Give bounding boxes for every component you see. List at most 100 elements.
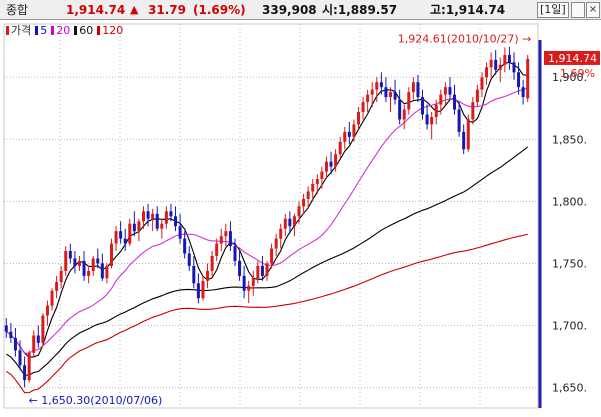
candle-body <box>457 109 461 132</box>
candle-body <box>174 216 178 227</box>
candle-body <box>251 278 255 286</box>
y-tick-label: 1,750. <box>552 257 587 270</box>
candle-body <box>68 251 72 259</box>
candle-body <box>105 265 109 279</box>
candle-body <box>279 228 283 239</box>
legend-swatch <box>97 26 101 35</box>
last-price-box <box>544 50 600 65</box>
candle-body <box>187 253 191 266</box>
legend-swatch <box>35 26 39 35</box>
chart-legend: 가격 5 20 60 120 <box>6 24 127 37</box>
last-pct-label: 1.69% <box>560 67 595 80</box>
candle-body <box>443 87 447 95</box>
legend-label: 가격 <box>11 24 32 37</box>
candle-body <box>334 154 338 167</box>
candle-body <box>407 92 411 110</box>
candle-body <box>146 211 150 219</box>
candle-body <box>475 89 479 103</box>
legend-swatch <box>6 26 9 35</box>
candle-body <box>155 213 159 229</box>
candle-body <box>416 82 420 98</box>
candle-body <box>55 282 59 291</box>
candle-body <box>109 243 113 266</box>
candle-body <box>178 226 182 239</box>
y-tick-label: 1,850. <box>552 133 587 146</box>
candle-body <box>13 337 17 351</box>
candle-body <box>347 131 351 137</box>
candle-body <box>59 270 63 283</box>
candle-body <box>329 161 333 167</box>
legend-item: 20 <box>51 24 70 37</box>
max-price-annotation: 1,924.61(2010/10/27) → <box>398 33 532 46</box>
candle-body <box>453 94 457 110</box>
candle-body <box>164 211 168 224</box>
legend-label: 20 <box>56 24 71 37</box>
candle-body <box>215 243 219 256</box>
candle-body <box>494 59 498 70</box>
candle-body <box>517 72 521 88</box>
candle-body <box>100 263 104 279</box>
candle-body <box>87 270 91 276</box>
period-select-button[interactable]: [1일] <box>537 2 569 18</box>
candle-body <box>398 99 402 120</box>
candle-body <box>498 64 502 70</box>
candle-body <box>462 131 466 150</box>
candle-body <box>448 87 452 95</box>
candle-body <box>315 179 319 184</box>
candle-body <box>430 116 434 125</box>
candle-body <box>512 62 516 73</box>
candle-body <box>247 285 251 291</box>
candle-body <box>384 87 388 98</box>
legend-label: 5 <box>40 24 48 37</box>
candle-body <box>311 184 315 192</box>
candle-body <box>521 87 525 98</box>
close-icon[interactable]: × <box>586 2 600 18</box>
candle-body <box>352 124 356 137</box>
legend-label: 120 <box>102 24 124 37</box>
candle-body <box>379 82 383 88</box>
candle-body <box>526 58 530 99</box>
candle-body <box>283 218 287 229</box>
menu-icon[interactable] <box>571 2 585 18</box>
high-price: 고:1,914.74 <box>430 3 506 17</box>
candle-body <box>489 59 493 68</box>
candle-body <box>343 131 347 142</box>
legend-item: 120 <box>97 24 123 37</box>
candle-body <box>270 248 274 264</box>
candle-body <box>421 97 425 115</box>
candle-body <box>119 231 123 239</box>
candle-body <box>242 275 246 291</box>
candle-body <box>18 350 22 366</box>
candle-body <box>302 198 306 207</box>
candle-body <box>183 238 187 254</box>
candle-body <box>206 270 210 281</box>
candle-body <box>201 280 205 299</box>
candle-body <box>50 290 54 306</box>
open-price: 시:1,889.57 <box>322 3 398 17</box>
candle-body <box>64 251 68 271</box>
candle-body <box>238 260 242 276</box>
candle-body <box>210 256 214 271</box>
candle-body <box>224 231 228 237</box>
ma-60-line <box>5 146 529 376</box>
candle-body <box>233 246 237 261</box>
current-price: 1,914.74 <box>66 3 126 17</box>
candle-body <box>196 283 200 299</box>
candle-body <box>361 102 365 112</box>
legend-label: 60 <box>79 24 94 37</box>
candle-body <box>439 94 443 105</box>
candle-body <box>306 191 310 199</box>
candlestick-chart: 1,650. 1,700. 1,750. 1,800. 1,850. 1,900. 1,92… <box>3 23 600 409</box>
legend-swatch <box>74 26 78 35</box>
index-name: 종합 <box>6 3 29 17</box>
candle-body <box>288 218 292 227</box>
candle-body <box>4 325 8 332</box>
candle-body <box>297 206 301 217</box>
ma-120-line <box>5 233 528 394</box>
up-arrow-icon: ▲ <box>130 3 139 16</box>
candle-body <box>274 238 278 249</box>
candle-body <box>388 92 392 98</box>
candle-body <box>23 365 27 381</box>
last-price-label: 1,914.74 <box>548 52 597 65</box>
